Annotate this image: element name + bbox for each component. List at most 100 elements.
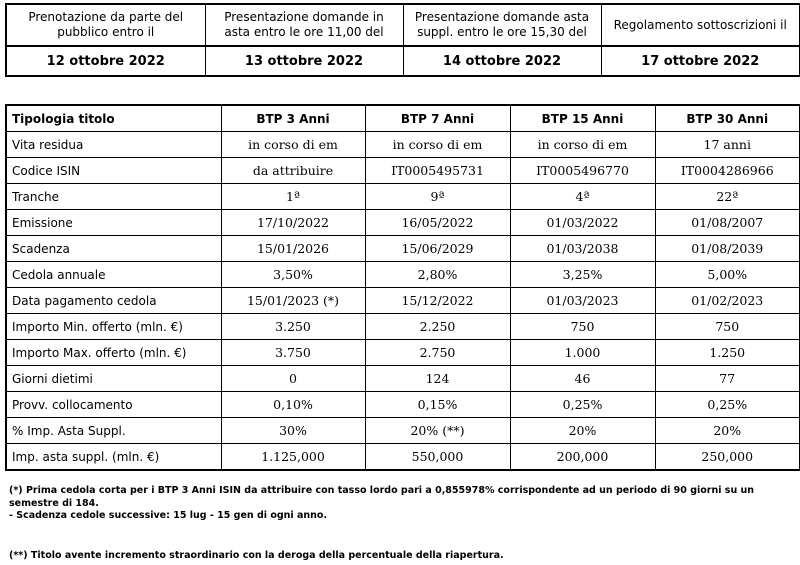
cell-btp-7: 16/05/2022 xyxy=(364,209,511,236)
row-label: Importo Max. offerto (mln. €) xyxy=(5,339,222,366)
row-label: Tranche xyxy=(5,183,222,210)
cell-btp-30: IT0004286966 xyxy=(654,157,800,184)
cell-btp-7: 2.250 xyxy=(364,313,511,340)
table-row: Tranche 1ª 9ª 4ª 22ª xyxy=(5,183,800,210)
cell-btp-7: 15/12/2022 xyxy=(364,287,511,314)
footnote-first-coupon: (*) Prima cedola corta per i BTP 3 Anni … xyxy=(9,485,789,523)
dates-label-row: Prenotazione da parte del pubblico entro… xyxy=(5,3,800,47)
cell-btp-3: 3.250 xyxy=(220,313,366,340)
cell-btp-30: 77 xyxy=(654,365,800,392)
cell-btp-30: 01/08/2039 xyxy=(654,235,800,262)
cell-btp-7: IT0005495731 xyxy=(364,157,511,184)
cell-btp-15: 01/03/2023 xyxy=(509,287,656,314)
table-row: Cedola annuale 3,50% 2,80% 3,25% 5,00% xyxy=(5,261,800,288)
table-row: % Imp. Asta Suppl. 30% 20% (**) 20% 20% xyxy=(5,417,800,444)
row-label: Importo Min. offerto (mln. €) xyxy=(5,313,222,340)
table-row: Provv. collocamento 0,10% 0,15% 0,25% 0,25% xyxy=(5,391,800,418)
header-label: Tipologia titolo xyxy=(5,104,222,132)
cell-btp-7: 0,15% xyxy=(364,391,511,418)
table-row: Importo Min. offerto (mln. €) 3.250 2.250 7… xyxy=(5,313,800,340)
table-row: Imp. asta suppl. (mln. €) 1.125,000 550,00… xyxy=(5,443,800,471)
cell-btp-7: 9ª xyxy=(364,183,511,210)
cell-btp-3: 15/01/2023 (*) xyxy=(220,287,366,314)
cell-btp-7: 550,000 xyxy=(364,443,511,471)
cell-btp-15: 0,25% xyxy=(509,391,656,418)
table-row: Scadenza 15/01/2026 15/06/2029 01/03/2038 01… xyxy=(5,235,800,262)
table-row: Data pagamento cedola 15/01/2023 (*) 15/12… xyxy=(5,287,800,314)
footnote-1-text: (*) Prima cedola corta per i BTP 3 Anni … xyxy=(9,485,755,509)
table-header-row: Tipologia titolo BTP 3 Anni BTP 7 Anni BTP … xyxy=(5,104,800,132)
cell-btp-15: 20% xyxy=(509,417,656,444)
cell-btp-30: 1.250 xyxy=(654,339,800,366)
table-row: Importo Max. offerto (mln. €) 3.750 2.750 1… xyxy=(5,339,800,366)
cell-btp-3: 17/10/2022 xyxy=(220,209,366,236)
date-label-booking: Prenotazione da parte del pubblico entro… xyxy=(5,3,206,47)
cell-btp-3: da attribuire xyxy=(220,157,366,184)
date-value-settlement: 17 ottobre 2022 xyxy=(600,45,800,77)
cell-btp-3: 30% xyxy=(220,417,366,444)
subscription-dates-table: Prenotazione da parte del pubblico entro… xyxy=(5,3,800,77)
row-label: Codice ISIN xyxy=(5,157,222,184)
cell-btp-15: IT0005496770 xyxy=(509,157,656,184)
cell-btp-15: in corso di em xyxy=(509,131,656,158)
cell-btp-7: 15/06/2029 xyxy=(364,235,511,262)
row-label: Vita residua xyxy=(5,131,222,158)
cell-btp-30: 20% xyxy=(654,417,800,444)
header-btp-30: BTP 30 Anni xyxy=(654,104,800,132)
cell-btp-30: 01/08/2007 xyxy=(654,209,800,236)
cell-btp-3: 3,50% xyxy=(220,261,366,288)
cell-btp-15: 750 xyxy=(509,313,656,340)
date-label-auction: Presentazione domande in asta entro le o… xyxy=(204,3,404,47)
header-btp-3: BTP 3 Anni xyxy=(220,104,366,132)
cell-btp-15: 1.000 xyxy=(509,339,656,366)
cell-btp-30: 22ª xyxy=(654,183,800,210)
header-btp-7: BTP 7 Anni xyxy=(364,104,511,132)
cell-btp-3: 0 xyxy=(220,365,366,392)
cell-btp-3: 1.125,000 xyxy=(220,443,366,471)
dates-value-row: 12 ottobre 2022 13 ottobre 2022 14 ottob… xyxy=(5,45,800,77)
cell-btp-15: 4ª xyxy=(509,183,656,210)
cell-btp-3: 1ª xyxy=(220,183,366,210)
row-label: Provv. collocamento xyxy=(5,391,222,418)
row-label: Scadenza xyxy=(5,235,222,262)
cell-btp-30: 5,00% xyxy=(654,261,800,288)
cell-btp-15: 01/03/2022 xyxy=(509,209,656,236)
cell-btp-3: 3.750 xyxy=(220,339,366,366)
row-label: Giorni dietimi xyxy=(5,365,222,392)
cell-btp-3: 15/01/2026 xyxy=(220,235,366,262)
date-value-booking: 12 ottobre 2022 xyxy=(5,45,206,77)
row-label: Cedola annuale xyxy=(5,261,222,288)
cell-btp-30: 250,000 xyxy=(654,443,800,471)
cell-btp-15: 3,25% xyxy=(509,261,656,288)
footnote-1-schedule: - Scadenza cedole successive: 15 lug - 1… xyxy=(9,510,328,521)
table-row: Giorni dietimi 0 124 46 77 xyxy=(5,365,800,392)
cell-btp-15: 01/03/2038 xyxy=(509,235,656,262)
cell-btp-3: 0,10% xyxy=(220,391,366,418)
table-row: Codice ISIN da attribuire IT0005495731 IT00… xyxy=(5,157,800,184)
date-value-supplementary: 14 ottobre 2022 xyxy=(402,45,602,77)
header-btp-15: BTP 15 Anni xyxy=(509,104,656,132)
row-label: Emissione xyxy=(5,209,222,236)
date-label-supplementary: Presentazione domande asta suppl. entro … xyxy=(402,3,602,47)
date-value-auction: 13 ottobre 2022 xyxy=(204,45,404,77)
cell-btp-7: in corso di em xyxy=(364,131,511,158)
table-row: Vita residua in corso di em in corso di em… xyxy=(5,131,800,158)
date-label-settlement: Regolamento sottoscrizioni il xyxy=(600,3,800,47)
cell-btp-7: 2.750 xyxy=(364,339,511,366)
cell-btp-3: in corso di em xyxy=(220,131,366,158)
table-row: Emissione 17/10/2022 16/05/2022 01/03/2022 0… xyxy=(5,209,800,236)
cell-btp-30: 17 anni xyxy=(654,131,800,158)
btp-details-table: Tipologia titolo BTP 3 Anni BTP 7 Anni BTP … xyxy=(5,104,800,471)
cell-btp-15: 200,000 xyxy=(509,443,656,471)
cell-btp-7: 20% (**) xyxy=(364,417,511,444)
cell-btp-30: 750 xyxy=(654,313,800,340)
cell-btp-7: 124 xyxy=(364,365,511,392)
row-label: Data pagamento cedola xyxy=(5,287,222,314)
footnote-extraordinary: (**) Titolo avente incremento straordina… xyxy=(9,550,504,561)
row-label: % Imp. Asta Suppl. xyxy=(5,417,222,444)
cell-btp-7: 2,80% xyxy=(364,261,511,288)
cell-btp-30: 0,25% xyxy=(654,391,800,418)
row-label: Imp. asta suppl. (mln. €) xyxy=(5,443,222,471)
cell-btp-15: 46 xyxy=(509,365,656,392)
cell-btp-30: 01/02/2023 xyxy=(654,287,800,314)
